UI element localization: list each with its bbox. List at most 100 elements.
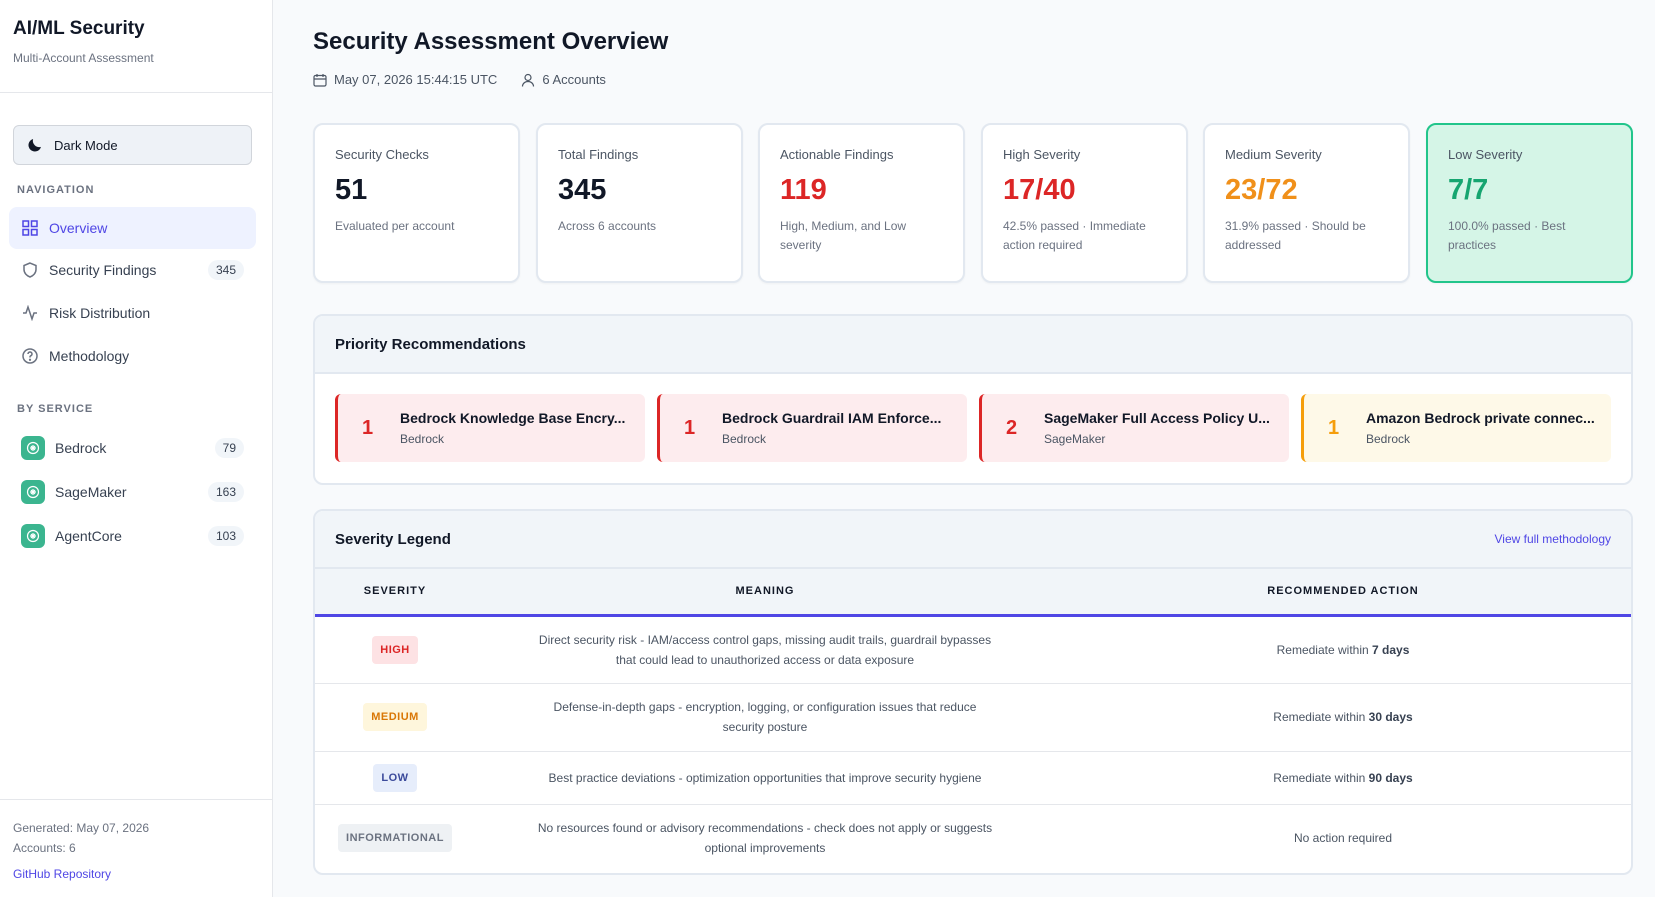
sidebar-item-bedrock[interactable]: Bedrock 79 [9, 427, 256, 469]
action-cell: Remediate within 7 days [1055, 615, 1631, 684]
recommendation-service: Bedrock [722, 432, 767, 446]
card-low-severity: Low Severity 7/7 100.0% passed · Best pr… [1426, 123, 1633, 283]
accounts-text: 6 Accounts [542, 72, 606, 87]
table-row: LOW Best practice deviations - optimizat… [315, 751, 1631, 805]
card-label: Low Severity [1448, 147, 1523, 162]
sidebar-item-label: Methodology [49, 348, 130, 364]
card-subtext: High, Medium, and Low severity [780, 219, 907, 252]
sagemaker-service-icon [21, 480, 45, 504]
dark-mode-label: Dark Mode [54, 137, 118, 153]
recommendation-count: 1 [362, 416, 374, 439]
severity-legend-title: Severity Legend [335, 530, 451, 548]
meaning-cell: No resources found or advisory recommend… [537, 821, 993, 856]
column-header-meaning: MEANING [475, 569, 1055, 617]
card-label: Medium Severity [1225, 147, 1322, 162]
accounts-meta: 6 Accounts [521, 72, 606, 87]
recommendation-count: 1 [684, 416, 696, 439]
generated-date: Generated: May 07, 2026 [13, 821, 150, 835]
card-label: Security Checks [335, 147, 429, 162]
summary-cards: Security Checks 51 Evaluated per account… [313, 123, 1633, 283]
recommendation-title: Amazon Bedrock private connec... [1366, 410, 1595, 426]
page-title: Security Assessment Overview [313, 28, 669, 55]
severity-badge-high: HIGH [372, 635, 418, 664]
bedrock-count-badge: 79 [214, 438, 244, 458]
sidebar-footer: Generated: May 07, 2026 Accounts: 6 GitH… [0, 799, 272, 897]
card-actionable-findings: Actionable Findings 119 High, Medium, an… [758, 123, 965, 283]
sagemaker-count-badge: 163 [207, 482, 244, 502]
action-cell: Remediate within 30 days [1055, 683, 1631, 752]
recommendation-item[interactable]: 1 Amazon Bedrock private connec... Bedro… [1301, 394, 1611, 462]
card-subtext: 31.9% passed · Should be addressed [1225, 219, 1366, 252]
card-label: Actionable Findings [780, 147, 894, 162]
card-value: 17/40 [1003, 174, 1076, 206]
card-security-checks: Security Checks 51 Evaluated per account [313, 123, 520, 283]
timestamp: May 07, 2026 15:44:15 UTC [313, 72, 497, 87]
sidebar-item-agentcore[interactable]: AgentCore 103 [9, 515, 256, 557]
sidebar-item-overview[interactable]: Overview [9, 207, 256, 249]
activity-icon [21, 304, 39, 322]
help-circle-icon [21, 347, 39, 365]
card-value: 7/7 [1448, 174, 1489, 206]
recommendation-title: Bedrock Knowledge Base Encry... [400, 410, 626, 426]
sidebar-item-sagemaker[interactable]: SageMaker 163 [9, 471, 256, 513]
table-row: MEDIUM Defense-in-depth gaps - encryptio… [315, 683, 1631, 752]
priority-recommendations-panel: Priority Recommendations 1 Bedrock Knowl… [313, 314, 1633, 485]
sidebar-item-label: SageMaker [55, 484, 127, 500]
card-label: High Severity [1003, 147, 1081, 162]
recommendation-count: 2 [1006, 416, 1018, 439]
sidebar-item-label: Bedrock [55, 440, 107, 456]
view-full-methodology-link[interactable]: View full methodology [1494, 532, 1611, 546]
card-value: 119 [780, 174, 827, 206]
service-section-label: BY SERVICE [17, 403, 94, 415]
recommendation-service: Bedrock [400, 432, 445, 446]
shield-icon [21, 261, 39, 279]
sidebar-item-label: Risk Distribution [49, 305, 151, 321]
recommendation-service: Bedrock [1366, 432, 1411, 446]
card-value: 345 [558, 174, 607, 206]
findings-count-badge: 345 [207, 260, 244, 280]
agentcore-count-badge: 103 [207, 526, 244, 546]
severity-badge-medium: MEDIUM [363, 703, 427, 731]
action-cell: Remediate within 90 days [1055, 751, 1631, 805]
sidebar-item-label: AgentCore [55, 528, 122, 544]
severity-legend-table: SEVERITY MEANING RECOMMENDED ACTION HIGH… [315, 569, 1631, 872]
card-label: Total Findings [558, 147, 639, 162]
recommendation-service: SageMaker [1044, 432, 1106, 446]
severity-legend-header: Severity Legend View full methodology [315, 511, 1631, 569]
app-title: AI/ML Security [13, 18, 145, 39]
card-medium-severity: Medium Severity 23/72 31.9% passed · Sho… [1203, 123, 1410, 283]
card-high-severity: High Severity 17/40 42.5% passed · Immed… [981, 123, 1188, 283]
user-icon [522, 73, 535, 87]
card-subtext: 100.0% passed · Best practices [1448, 219, 1566, 252]
github-repository-link[interactable]: GitHub Repository [13, 867, 112, 881]
sidebar-item-label: Overview [49, 220, 108, 236]
accounts-count: Accounts: 6 [13, 841, 76, 855]
recommendation-title: Bedrock Guardrail IAM Enforce... [722, 410, 942, 426]
card-subtext: 42.5% passed · Immediate action required [1003, 219, 1146, 252]
severity-badge-informational: INFORMATIONAL [338, 824, 452, 853]
meaning-cell: Defense-in-depth gaps - encryption, logg… [475, 683, 1055, 752]
card-value: 51 [335, 174, 368, 206]
agentcore-service-icon [21, 524, 45, 548]
column-header-severity: SEVERITY [315, 569, 475, 617]
sidebar-item-methodology[interactable]: Methodology [9, 335, 256, 377]
page-meta: May 07, 2026 15:44:15 UTC 6 Accounts [313, 72, 630, 87]
column-header-action: RECOMMENDED ACTION [1055, 569, 1631, 617]
severity-legend-panel: Severity Legend View full methodology SE… [313, 509, 1633, 875]
table-row: HIGH Direct security risk - IAM/access c… [315, 615, 1631, 684]
recommendation-count: 1 [1328, 416, 1340, 439]
meaning-cell: Direct security risk - IAM/access contro… [475, 615, 1055, 684]
nav-section-label: NAVIGATION [17, 184, 95, 196]
grid-icon [21, 219, 39, 237]
recommendation-title: SageMaker Full Access Policy U... [1044, 410, 1270, 426]
recommendation-item[interactable]: 1 Bedrock Guardrail IAM Enforce... Bedro… [657, 394, 967, 462]
timestamp-text: May 07, 2026 15:44:15 UTC [334, 72, 498, 87]
app-subtitle: Multi-Account Assessment [13, 51, 154, 65]
recommendation-item[interactable]: 2 SageMaker Full Access Policy U... Sage… [979, 394, 1289, 462]
recommendation-item[interactable]: 1 Bedrock Knowledge Base Encry... Bedroc… [335, 394, 645, 462]
dark-mode-button[interactable]: Dark Mode [13, 125, 252, 165]
sidebar-item-security-findings[interactable]: Security Findings 345 [9, 249, 256, 291]
card-value: 23/72 [1225, 174, 1298, 206]
sidebar-item-risk-distribution[interactable]: Risk Distribution [9, 292, 256, 334]
priority-recommendations-title: Priority Recommendations [315, 316, 1631, 374]
